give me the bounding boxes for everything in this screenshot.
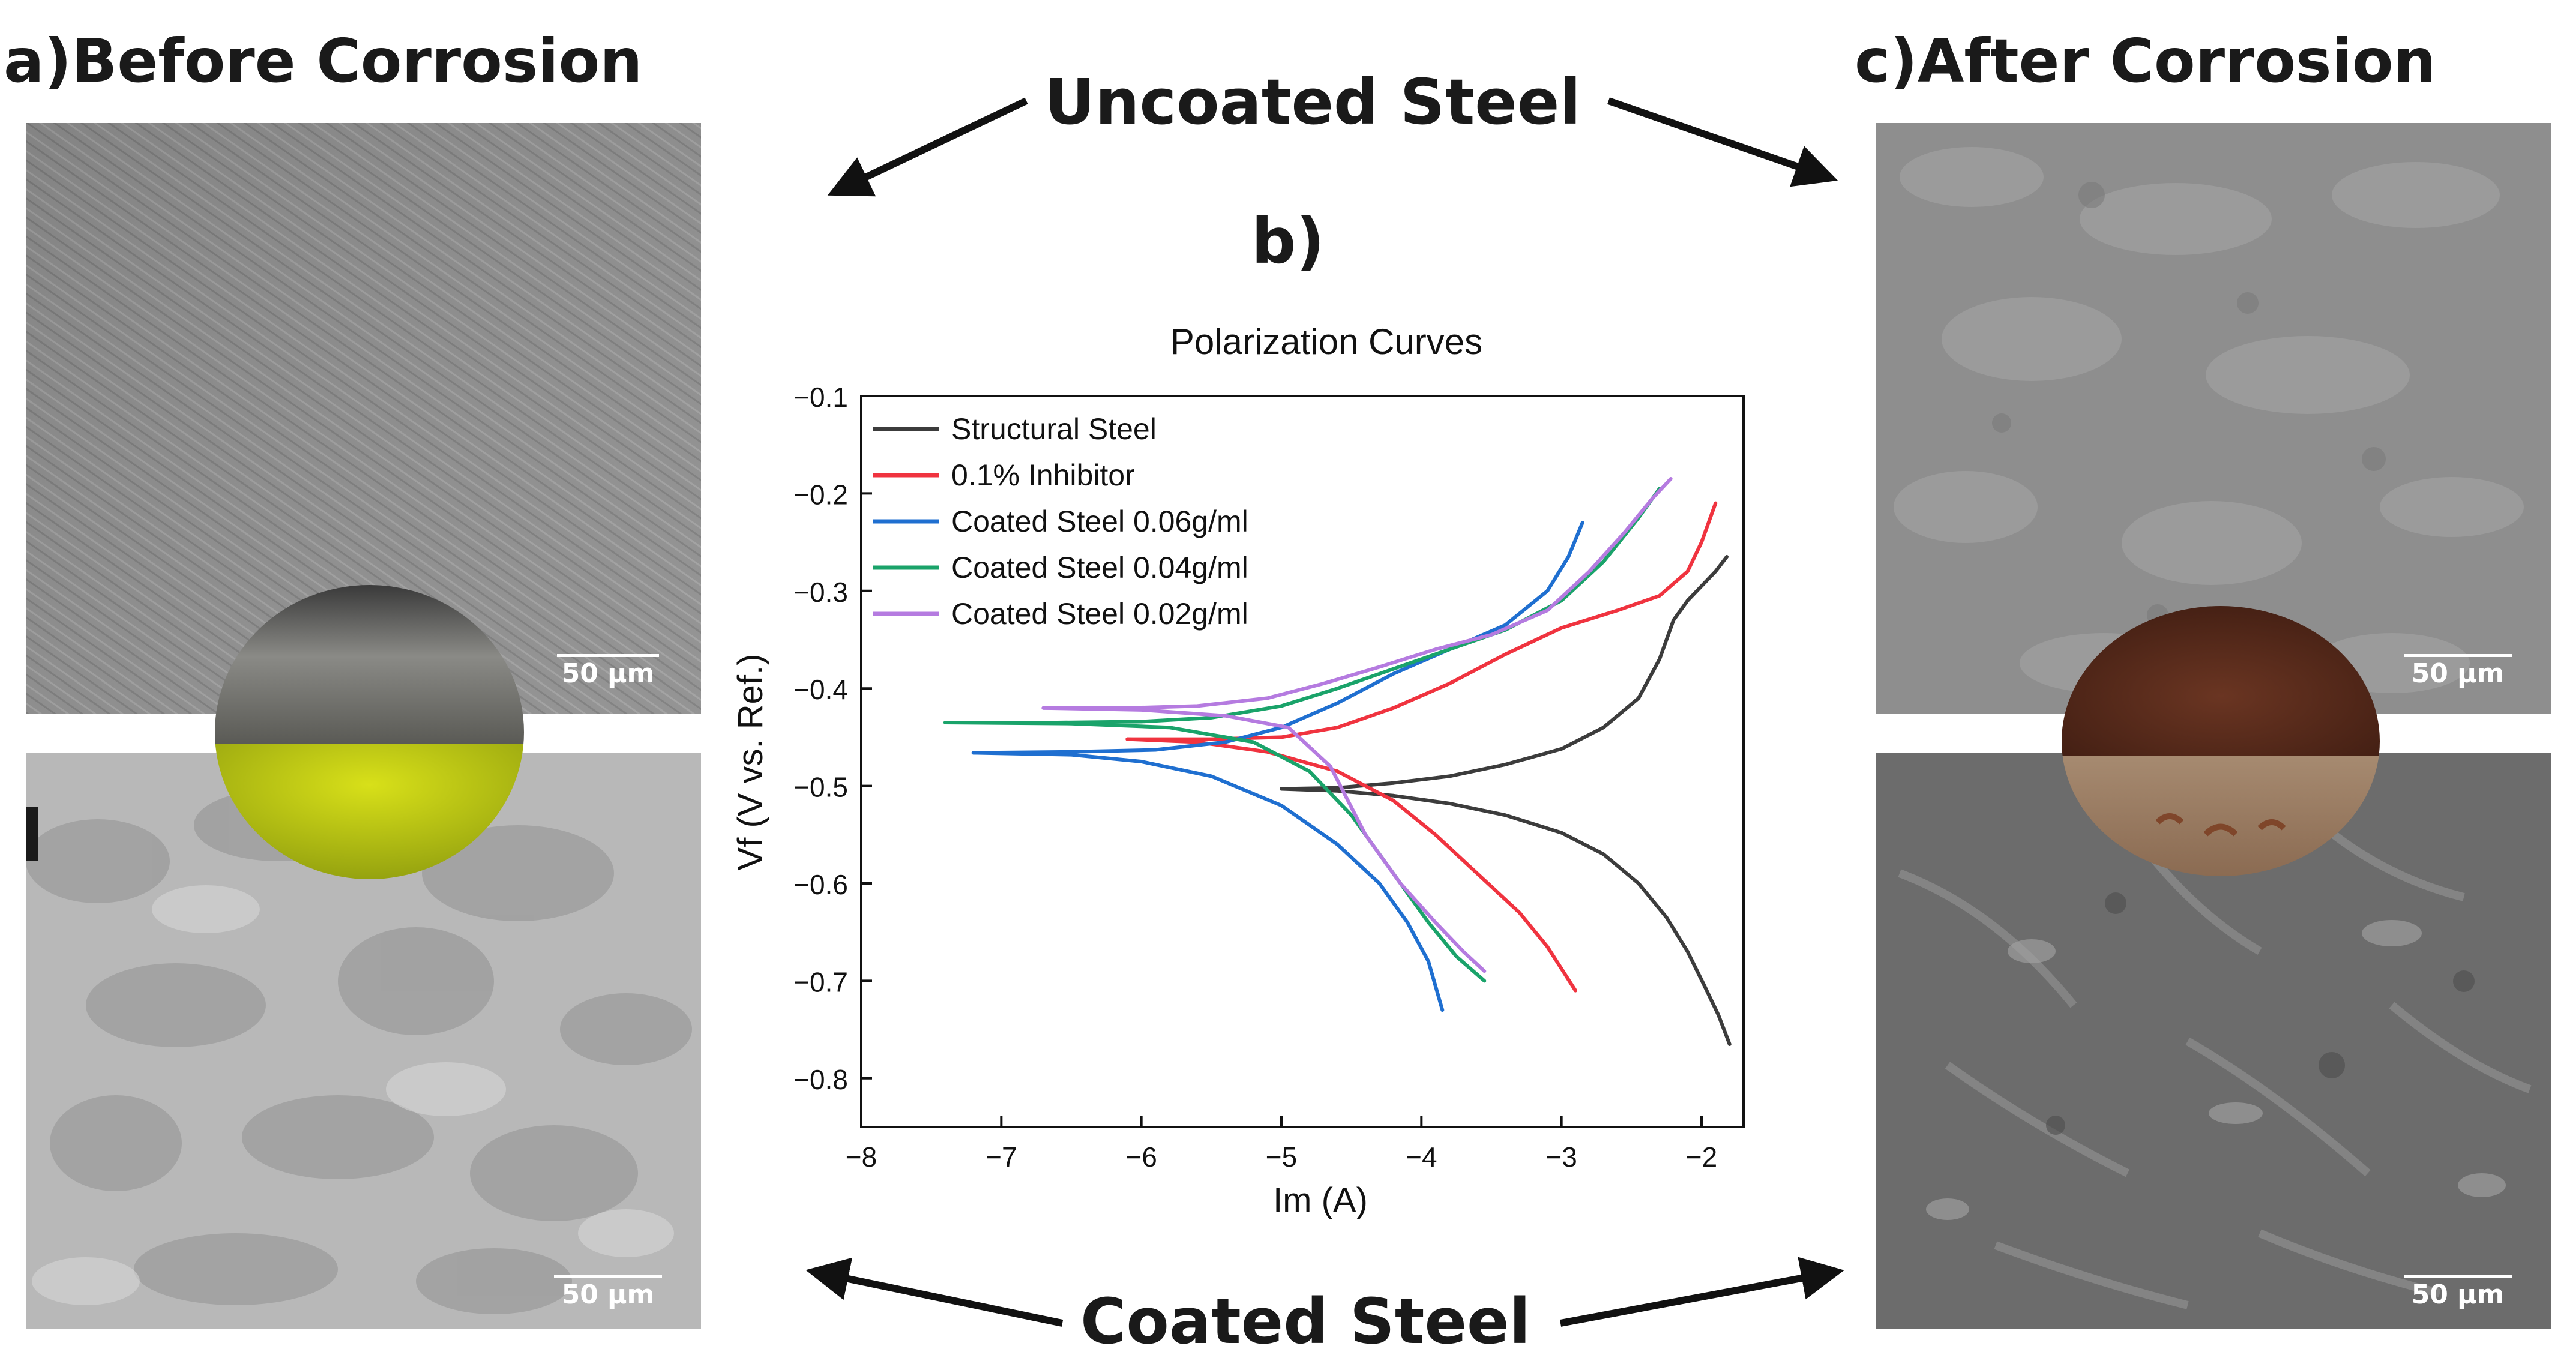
series-line-cathodic bbox=[943, 721, 1487, 983]
series-line-cathodic bbox=[1280, 787, 1732, 1046]
scale-bar-c-bottom: 50 µm bbox=[2404, 1275, 2512, 1308]
uncoated-steel-label: Uncoated Steel bbox=[1044, 65, 1581, 139]
scale-bar-c-top: 50 µm bbox=[2404, 654, 2512, 687]
y-tick-label: −0.5 bbox=[793, 772, 848, 803]
arrow-coated-right bbox=[1559, 1257, 1844, 1327]
y-axis-label: Vf (V vs. Ref.) bbox=[731, 654, 770, 871]
arrow-uncoated-left bbox=[827, 97, 1028, 197]
sample-photo-before bbox=[215, 585, 524, 879]
scale-bar-a-top: 50 µm bbox=[557, 654, 659, 687]
legend-label: 0.1% Inhibitor bbox=[951, 458, 1135, 492]
x-tick-label: −5 bbox=[1266, 1141, 1297, 1173]
series-line-anodic bbox=[943, 487, 1661, 724]
coated-steel-label: Coated Steel bbox=[1080, 1285, 1531, 1358]
series-lines bbox=[943, 477, 1732, 1046]
x-tick-label: −4 bbox=[1406, 1141, 1437, 1173]
chart-legend: Structural Steel 0.1% Inhibitor Coated Ste… bbox=[873, 412, 1248, 631]
y-tick-label: −0.4 bbox=[793, 674, 848, 705]
y-tick-label: −0.2 bbox=[793, 479, 848, 510]
x-axis-label: Im (A) bbox=[1273, 1181, 1368, 1220]
panel-c-label: c)After Corrosion bbox=[1855, 26, 2436, 96]
arrow-coated-left bbox=[805, 1257, 1064, 1327]
legend-label: Coated Steel 0.02g/ml bbox=[951, 597, 1248, 631]
legend-label: Structural Steel bbox=[951, 412, 1157, 446]
series-line-cathodic bbox=[1125, 737, 1577, 993]
y-tick-label: −0.8 bbox=[793, 1064, 848, 1095]
x-tick-label: −2 bbox=[1686, 1141, 1717, 1173]
y-axis: −0.1 −0.2 −0.3 −0.4 −0.5 −0.6 −0.7 −0.8 bbox=[793, 382, 872, 1095]
series-line-anodic bbox=[971, 521, 1584, 755]
panel-b-label: b) bbox=[1251, 205, 1325, 278]
series-line-cathodic bbox=[1041, 706, 1487, 973]
series-line-anodic bbox=[1280, 555, 1729, 791]
plot-frame bbox=[860, 395, 1745, 1128]
legend-label: Coated Steel 0.06g/ml bbox=[951, 505, 1248, 538]
y-tick-label: −0.3 bbox=[793, 577, 848, 608]
y-tick-label: −0.6 bbox=[793, 869, 848, 900]
sample-photo-after bbox=[2062, 606, 2380, 876]
chart-title: Polarization Curves bbox=[1170, 322, 1482, 362]
y-tick-label: −0.1 bbox=[793, 382, 848, 413]
y-tick-label: −0.7 bbox=[793, 966, 848, 997]
x-tick-label: −6 bbox=[1125, 1141, 1157, 1173]
x-axis: −8 −7 −6 −5 −4 −3 −2 bbox=[846, 1116, 1717, 1173]
legend-label: Coated Steel 0.04g/ml bbox=[951, 551, 1248, 584]
sem-coated-after: 50 µm bbox=[1876, 753, 2551, 1329]
sem-uncoated-before: 50 µm bbox=[26, 123, 701, 714]
series-line-anodic bbox=[1125, 501, 1718, 741]
scale-bar-a-bottom: 50 µm bbox=[554, 1275, 662, 1308]
x-tick-label: −7 bbox=[986, 1141, 1017, 1173]
arrow-uncoated-right bbox=[1607, 97, 1838, 187]
panel-a-label: a)Before Corrosion bbox=[4, 26, 643, 96]
x-tick-label: −3 bbox=[1545, 1141, 1577, 1173]
series-line-anodic bbox=[1041, 477, 1673, 710]
polarization-chart: Polarization Curves −0.1 −0.2 −0.3 −0.4 −0.5… bbox=[731, 322, 1745, 1220]
series-line-cathodic bbox=[971, 751, 1445, 1012]
x-tick-label: −8 bbox=[846, 1141, 877, 1173]
